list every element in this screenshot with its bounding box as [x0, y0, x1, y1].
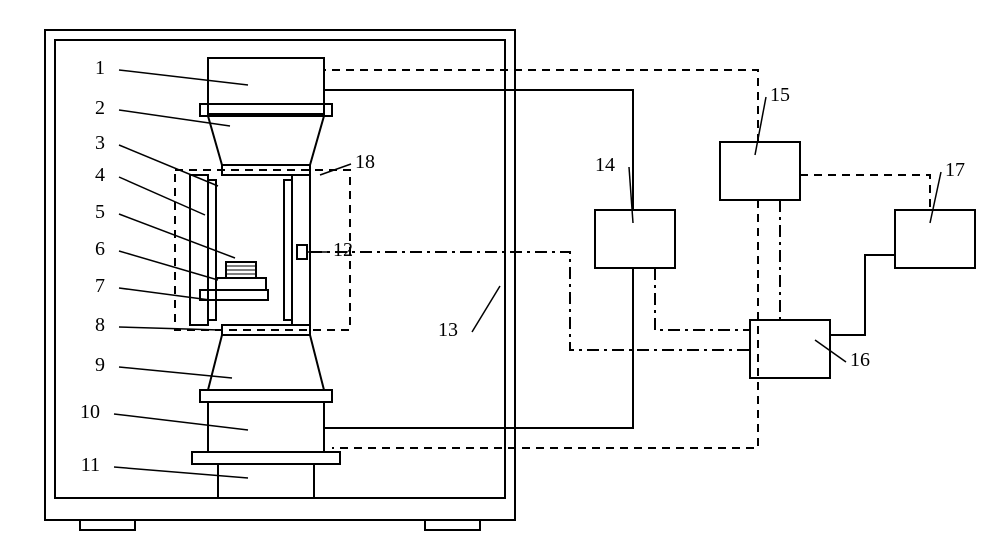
diagram: 123456789101112131415161718 [0, 0, 1000, 550]
module-14 [595, 210, 675, 268]
label-2: 2 [95, 97, 105, 119]
label-10: 10 [80, 401, 100, 423]
label-6: 6 [95, 238, 105, 260]
label-8: 8 [95, 314, 105, 336]
module-15 [720, 142, 800, 200]
central-stack [175, 58, 350, 498]
leader-lines: 123456789101112131415161718 [80, 57, 965, 478]
dashed-wires [324, 70, 930, 448]
label-7: 7 [95, 275, 105, 297]
label-13: 13 [438, 319, 458, 341]
dashdot-wires [310, 200, 895, 355]
label-16: 16 [850, 349, 870, 371]
label-4: 4 [95, 164, 105, 186]
label-1: 1 [95, 57, 105, 79]
label-11: 11 [81, 454, 100, 476]
module-17 [895, 210, 975, 268]
label-17: 17 [945, 159, 965, 181]
label-18: 18 [355, 151, 375, 173]
module-16 [750, 320, 830, 378]
label-12: 12 [333, 239, 353, 261]
label-15: 15 [770, 84, 790, 106]
label-14: 14 [595, 154, 615, 176]
label-5: 5 [95, 201, 105, 223]
label-9: 9 [95, 354, 105, 376]
label-3: 3 [95, 132, 105, 154]
